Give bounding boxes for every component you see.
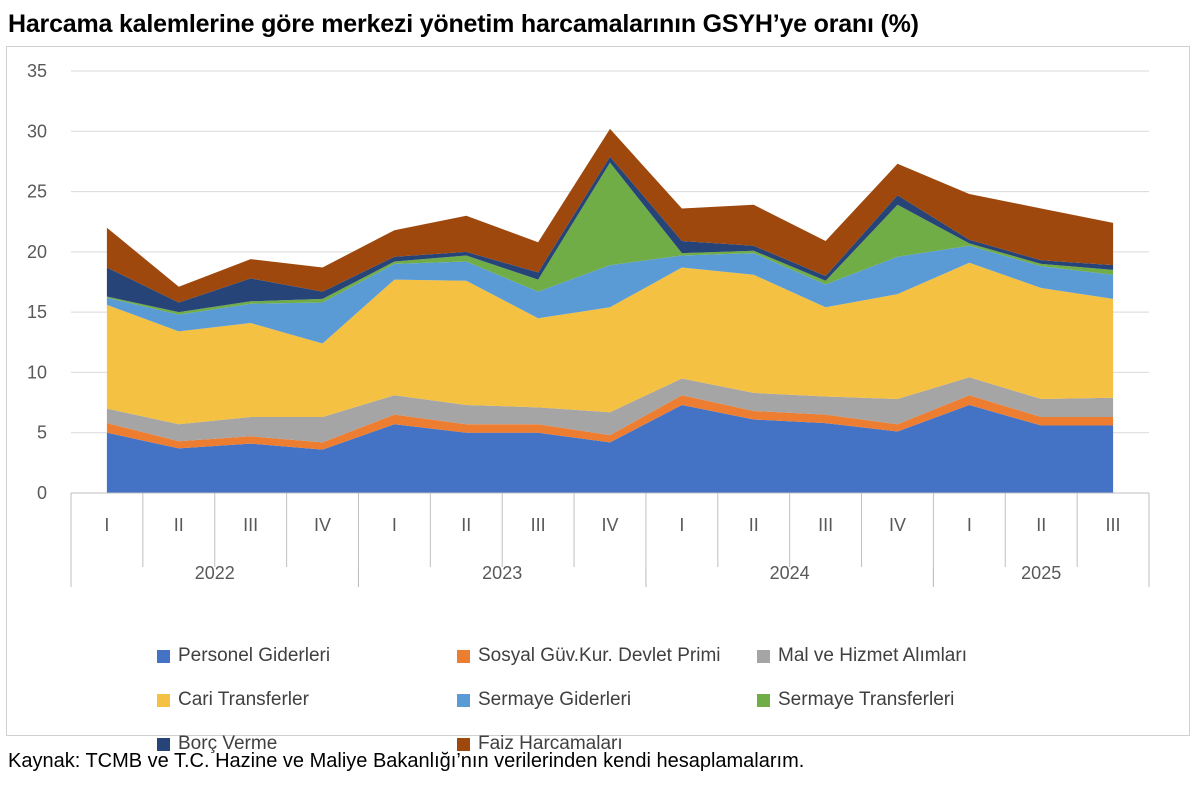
legend-swatch — [457, 693, 470, 707]
legend-label: Cari Transferler — [178, 689, 309, 710]
area-series-0 — [106, 405, 1114, 493]
x-tick-label: IV — [889, 515, 906, 535]
series-areas — [106, 128, 1114, 493]
legend-label: Sermaye Transferleri — [778, 689, 955, 710]
legend-swatch — [157, 693, 170, 707]
year-group-label: 2025 — [1021, 563, 1061, 583]
area-series-5 — [106, 162, 1114, 315]
legend-swatch — [157, 737, 170, 751]
x-tick-label: II — [174, 515, 184, 535]
legend-swatch — [757, 693, 770, 707]
y-tick-label: 15 — [27, 302, 47, 322]
year-group-label: 2023 — [482, 563, 522, 583]
y-tick-label: 5 — [37, 423, 47, 443]
legend-item: Mal ve Hizmet Alımları — [757, 645, 967, 667]
x-tick-label: III — [531, 515, 546, 535]
x-tick-label: IV — [601, 515, 618, 535]
x-tick-label: III — [818, 515, 833, 535]
area-series-7 — [106, 128, 1114, 303]
area-series-4 — [106, 245, 1114, 344]
y-tick-label: 35 — [27, 61, 47, 81]
legend-label: Mal ve Hizmet Alımları — [778, 645, 967, 666]
area-series-1 — [106, 395, 1114, 450]
legend-item: Sosyal Güv.Kur. Devlet Primi — [457, 645, 721, 667]
y-tick-label: 10 — [27, 362, 47, 382]
x-tick-label: II — [1036, 515, 1046, 535]
legend-swatch — [757, 649, 770, 663]
legend-item: Borç Verme — [157, 733, 277, 755]
x-tick-label: I — [104, 515, 109, 535]
legend-label: Faiz Harcamaları — [478, 733, 623, 754]
legend-swatch — [457, 649, 470, 663]
area-series-3 — [106, 262, 1114, 425]
legend-item: Sermaye Transferleri — [757, 689, 954, 711]
x-tick-label: I — [967, 515, 972, 535]
y-tick-label: 30 — [27, 121, 47, 141]
legend-swatch — [457, 737, 470, 751]
chart-title: Harcama kalemlerine göre merkezi yönetim… — [8, 10, 919, 38]
y-axis: 0 5 10 15 20 25 30 35 — [27, 61, 47, 503]
legend-label: Borç Verme — [178, 733, 278, 754]
x-tick-label: II — [749, 515, 759, 535]
legend-label: Sermaye Giderleri — [478, 689, 632, 710]
x-tick-label: III — [1106, 515, 1121, 535]
legend-item: Sermaye Giderleri — [457, 689, 631, 711]
year-group-label: 2022 — [195, 563, 235, 583]
year-group-label: 2024 — [770, 563, 810, 583]
legend-swatch — [157, 649, 170, 663]
x-tick-label: I — [392, 515, 397, 535]
y-tick-label: 20 — [27, 242, 47, 262]
source-note: Kaynak: TCMB ve T.C. Hazine ve Maliye Ba… — [8, 750, 805, 772]
x-tick-label: III — [243, 515, 258, 535]
legend-item: Cari Transferler — [157, 689, 309, 711]
legend-item: Personel Giderleri — [157, 645, 330, 667]
legend-item: Faiz Harcamaları — [457, 733, 623, 755]
y-tick-label: 25 — [27, 182, 47, 202]
legend-label: Personel Giderleri — [178, 645, 331, 666]
x-tick-label: IV — [314, 515, 331, 535]
y-tick-label: 0 — [37, 483, 47, 503]
x-tick-label: II — [461, 515, 471, 535]
area-series-2 — [106, 377, 1114, 443]
chart-area: I II III IV I II III IV I II III IV I II III 2022 2023 20… — [6, 46, 1190, 754]
legend-label: Sosyal Güv.Kur. Devlet Primi — [478, 645, 721, 666]
x-tick-label: I — [679, 515, 684, 535]
area-series-6 — [106, 156, 1114, 313]
